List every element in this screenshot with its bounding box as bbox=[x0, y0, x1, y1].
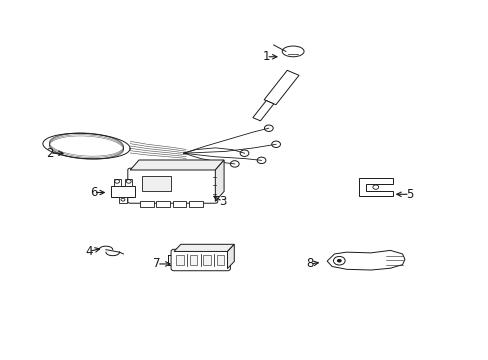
Polygon shape bbox=[252, 100, 273, 121]
Text: 8: 8 bbox=[306, 257, 313, 270]
Bar bbox=[189, 202, 203, 207]
Polygon shape bbox=[174, 244, 234, 251]
Text: 1: 1 bbox=[262, 50, 269, 63]
Polygon shape bbox=[130, 160, 224, 170]
Bar bbox=[125, 179, 132, 186]
Bar bbox=[142, 176, 170, 192]
Polygon shape bbox=[326, 250, 404, 270]
Text: 6: 6 bbox=[90, 186, 97, 199]
Bar bbox=[156, 202, 170, 207]
FancyBboxPatch shape bbox=[127, 168, 217, 203]
Bar bbox=[118, 197, 127, 203]
Text: 5: 5 bbox=[406, 188, 413, 201]
Bar bbox=[203, 255, 210, 265]
Bar bbox=[189, 255, 197, 265]
Polygon shape bbox=[227, 244, 234, 269]
Text: 7: 7 bbox=[153, 257, 161, 270]
Ellipse shape bbox=[282, 46, 304, 57]
Text: 3: 3 bbox=[219, 195, 226, 208]
Polygon shape bbox=[264, 70, 298, 105]
Circle shape bbox=[336, 259, 341, 262]
Bar bbox=[114, 179, 120, 186]
Bar bbox=[176, 255, 183, 265]
Bar bbox=[172, 202, 186, 207]
Bar bbox=[111, 186, 135, 197]
Text: 2: 2 bbox=[46, 147, 54, 160]
Polygon shape bbox=[358, 178, 392, 196]
Polygon shape bbox=[215, 160, 224, 202]
FancyBboxPatch shape bbox=[171, 249, 230, 271]
Bar bbox=[140, 202, 153, 207]
Text: 4: 4 bbox=[85, 245, 92, 258]
Bar bbox=[216, 255, 224, 265]
